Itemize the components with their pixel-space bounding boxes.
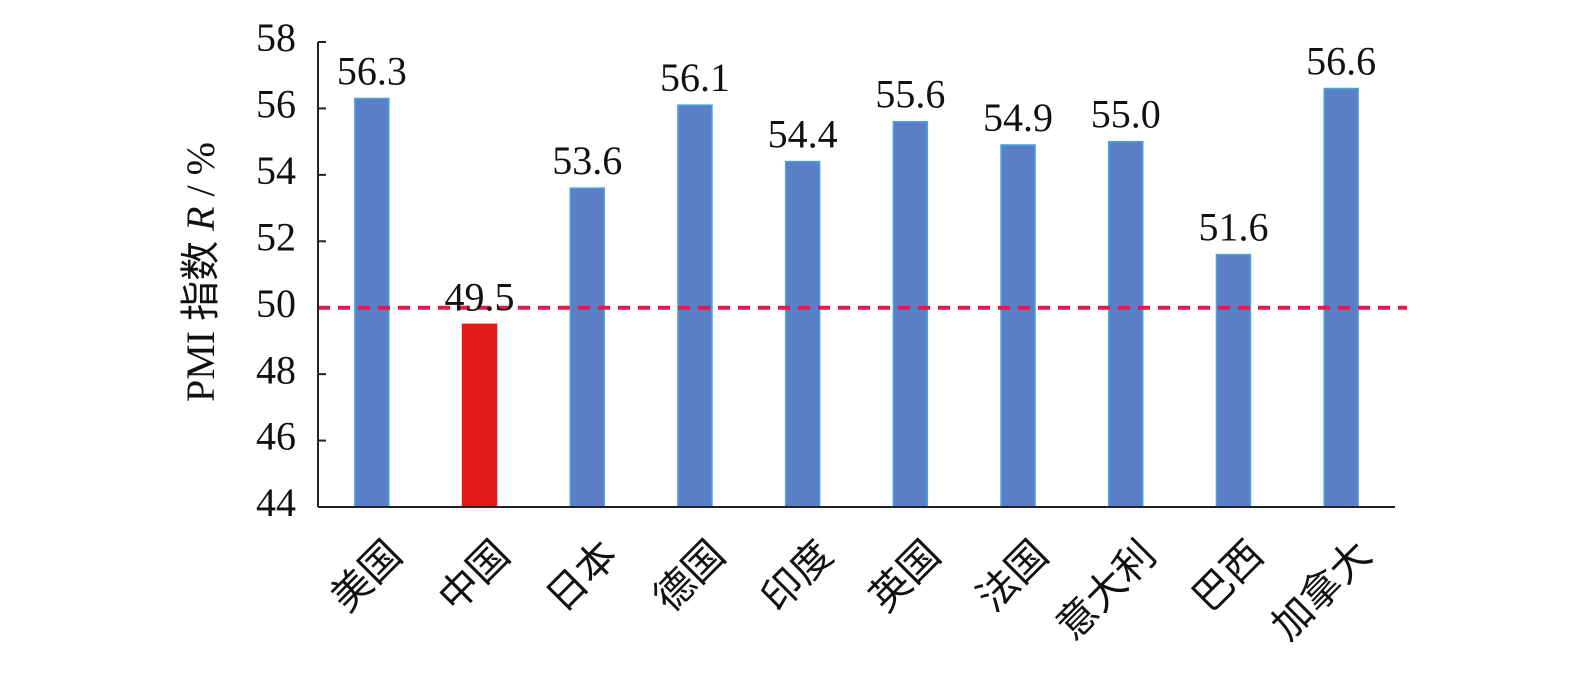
data-label-5: 55.6 bbox=[875, 72, 945, 117]
bars-group bbox=[354, 87, 1359, 508]
data-label-8: 51.6 bbox=[1198, 205, 1268, 250]
y-tick-label: 56 bbox=[256, 82, 296, 127]
axes bbox=[317, 42, 1395, 508]
bar-7 bbox=[1108, 140, 1144, 508]
category-label-4: 印度 bbox=[753, 532, 842, 621]
category-label-5: 英国 bbox=[861, 532, 950, 621]
category-label-1: 中国 bbox=[430, 532, 519, 621]
data-label-7: 55.0 bbox=[1091, 92, 1161, 137]
bar-1 bbox=[461, 323, 498, 508]
y-tick-label: 50 bbox=[256, 281, 296, 326]
category-label-0: 美国 bbox=[322, 532, 411, 621]
category-label-6: 法国 bbox=[968, 532, 1057, 621]
category-label-2: 日本 bbox=[538, 532, 627, 621]
data-label-4: 54.4 bbox=[768, 112, 838, 157]
data-labels: 56.3 49.5 53.6 56.1 54.4 55.6 54.9 55.0 51.6 56.6 bbox=[337, 39, 1376, 320]
data-label-9: 56.6 bbox=[1306, 39, 1376, 84]
category-label-3: 德国 bbox=[645, 532, 734, 621]
data-label-3: 56.1 bbox=[660, 55, 730, 100]
y-tick-label: 46 bbox=[256, 414, 296, 459]
bar-8 bbox=[1215, 253, 1252, 508]
bar-5 bbox=[892, 120, 929, 508]
data-label-1: 49.5 bbox=[445, 274, 515, 319]
y-tick-label: 48 bbox=[256, 347, 296, 392]
bar-6 bbox=[1000, 144, 1036, 508]
category-label-9: 加拿大 bbox=[1263, 532, 1380, 649]
bar-4 bbox=[784, 160, 821, 508]
bar-2 bbox=[569, 187, 605, 508]
category-label-8: 巴西 bbox=[1184, 532, 1273, 621]
y-tick-label: 52 bbox=[256, 214, 296, 259]
bar-0 bbox=[354, 97, 390, 508]
data-label-0: 56.3 bbox=[337, 48, 407, 93]
y-axis: 44 46 48 50 52 54 56 58 bbox=[256, 15, 326, 525]
data-label-6: 54.9 bbox=[983, 95, 1053, 140]
category-label-7: 意大利 bbox=[1048, 532, 1165, 649]
y-axis-title: PMI 指数 R / % bbox=[178, 142, 223, 402]
y-tick-label: 58 bbox=[256, 15, 296, 60]
bar-9 bbox=[1323, 87, 1359, 508]
data-label-2: 53.6 bbox=[552, 138, 622, 183]
y-tick-label: 44 bbox=[256, 480, 296, 525]
y-tick-label: 54 bbox=[256, 148, 296, 193]
